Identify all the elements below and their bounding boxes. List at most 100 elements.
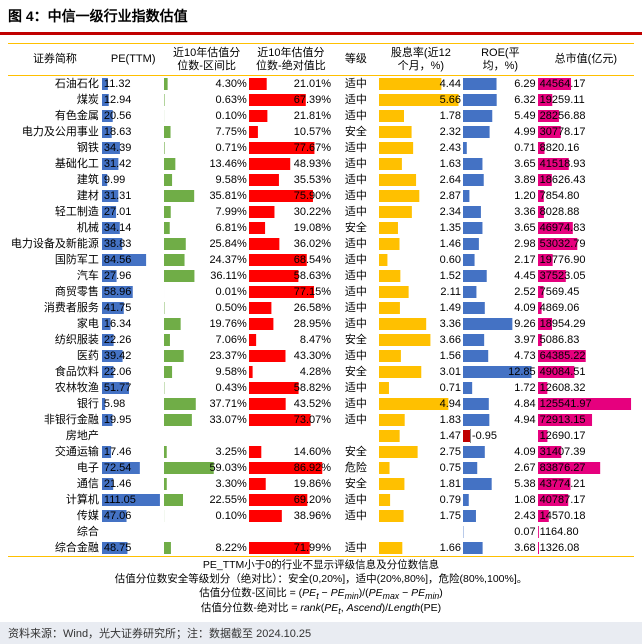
- row-rating: 适中: [333, 412, 379, 428]
- row-name: 计算机: [8, 492, 102, 508]
- source-line: 资料来源：Wind，光大证券研究所；注：数据截至 2024.10.25: [0, 622, 642, 644]
- row-name: 通信: [8, 476, 102, 492]
- row-name: 建材: [8, 188, 102, 204]
- footnote-line: PE_TTM小于0的行业不显示评级信息及分位数信息: [8, 559, 634, 573]
- table-row: 食品饮料22.069.58%4.28%安全3.0112.8549084.51: [8, 364, 634, 380]
- row-name: 农林牧渔: [8, 380, 102, 396]
- table-row: 基础化工31.4213.46%48.93%适中1.633.6541518.93: [8, 156, 634, 172]
- table-row: 医药39.4223.37%43.30%适中1.564.7364385.22: [8, 348, 634, 364]
- col-pe: PE(TTM): [102, 44, 165, 76]
- row-name: 纺织服装: [8, 332, 102, 348]
- row-name: 非银行金融: [8, 412, 102, 428]
- row-rating: 适中: [333, 492, 379, 508]
- row-rating: 安全: [333, 476, 379, 492]
- table-row: 机械34.146.81%19.08%安全1.353.6546974.83: [8, 220, 634, 236]
- col-abs: 近10年估值分位数-绝对值比: [249, 44, 333, 76]
- row-rating: 适中: [333, 76, 379, 93]
- table-row: 纺织服装22.267.06%8.47%安全3.663.975086.83: [8, 332, 634, 348]
- col-div: 股息率(近12个月，%): [379, 44, 463, 76]
- table-row: 国防军工84.5624.37%68.54%适中0.602.1719776.90: [8, 252, 634, 268]
- row-name: 电子: [8, 460, 102, 476]
- row-rating: 适中: [333, 300, 379, 316]
- row-rating: 适中: [333, 268, 379, 284]
- row-rating: 适中: [333, 188, 379, 204]
- row-rating: 适中: [333, 380, 379, 396]
- row-name: 机械: [8, 220, 102, 236]
- table-row: 煤炭12.940.63%67.39%适中5.666.3219259.11: [8, 92, 634, 108]
- table-row: 电力设备及新能源38.8325.84%36.02%适中1.462.9853032…: [8, 236, 634, 252]
- table-row: 传媒47.060.10%38.96%适中1.752.4314570.18: [8, 508, 634, 524]
- footnote-line: 估值分位数安全等级划分（绝对比）：安全(0,20%]，适中(20%,80%]，危…: [8, 573, 634, 587]
- row-name: 家电: [8, 316, 102, 332]
- table-row: 消费者服务41.750.50%26.58%适中1.494.094869.06: [8, 300, 634, 316]
- row-name: 电力设备及新能源: [8, 236, 102, 252]
- row-name: 食品饮料: [8, 364, 102, 380]
- row-name: 钢铁: [8, 140, 102, 156]
- footnote-line: 估值分位数-绝对比 = rank(PEt, Ascend)/Length(PE): [8, 602, 634, 617]
- row-rating: 适中: [333, 284, 379, 300]
- row-rating: 适中: [333, 348, 379, 364]
- row-rating: 安全: [333, 444, 379, 460]
- row-name: 石油石化: [8, 76, 102, 93]
- table-row: 综合金融48.758.22%71.99%适中1.663.681326.08: [8, 540, 634, 556]
- row-rating: 安全: [333, 332, 379, 348]
- row-rating: 适中: [333, 508, 379, 524]
- table-row: 综合0.071164.80: [8, 524, 634, 540]
- table-row: 石油石化11.324.30%21.01%适中4.446.2944564.17: [8, 76, 634, 93]
- row-name: 电力及公用事业: [8, 124, 102, 140]
- table-container: 证券简称PE(TTM)近10年估值分位数-区间比近10年估值分位数-绝对值比等级…: [0, 35, 642, 622]
- col-rating: 等级: [333, 44, 379, 76]
- col-roe: ROE(平均，%): [463, 44, 538, 76]
- row-rating: 适中: [333, 156, 379, 172]
- table-row: 家电16.3419.76%28.95%适中3.369.2618954.29: [8, 316, 634, 332]
- table-row: 商贸零售58.960.01%77.15%适中2.112.527569.45: [8, 284, 634, 300]
- row-name: 商贸零售: [8, 284, 102, 300]
- row-rating: 适中: [333, 92, 379, 108]
- row-rating: 适中: [333, 236, 379, 252]
- row-name: 煤炭: [8, 92, 102, 108]
- row-name: 银行: [8, 396, 102, 412]
- row-name: 汽车: [8, 268, 102, 284]
- row-name: 传媒: [8, 508, 102, 524]
- table-row: 建筑9.999.58%35.53%适中2.643.8918626.43: [8, 172, 634, 188]
- table-row: 电子72.5459.03%86.92%危险0.752.6783876.27: [8, 460, 634, 476]
- col-name: 证券简称: [8, 44, 102, 76]
- row-name: 医药: [8, 348, 102, 364]
- col-mcap: 总市值(亿元): [538, 44, 634, 76]
- row-rating: 安全: [333, 124, 379, 140]
- row-rating: 适中: [333, 204, 379, 220]
- row-name: 交通运输: [8, 444, 102, 460]
- footnote-line: 估值分位数-区间比 = (PEt − PEmin)/(PEmax − PEmin…: [8, 587, 634, 602]
- table-row: 交通运输17.463.25%14.60%安全2.754.0931407.39: [8, 444, 634, 460]
- row-name: 基础化工: [8, 156, 102, 172]
- table-row: 建材31.3135.81%75.90%适中2.871.207854.80: [8, 188, 634, 204]
- row-name: 房地产: [8, 428, 102, 444]
- row-rating: 适中: [333, 172, 379, 188]
- table-row: 有色金属20.560.10%21.81%适中1.785.4928256.88: [8, 108, 634, 124]
- table-row: 电力及公用事业18.637.75%10.57%安全2.324.9930778.1…: [8, 124, 634, 140]
- table-row: 非银行金融19.9533.07%73.07%适中1.834.9472913.15: [8, 412, 634, 428]
- chart-title: 图 4：中信一级行业指数估值: [0, 0, 642, 35]
- row-rating: 安全: [333, 220, 379, 236]
- col-interval: 近10年估值分位数-区间比: [164, 44, 248, 76]
- row-rating: 适中: [333, 316, 379, 332]
- row-rating: [333, 524, 379, 540]
- row-rating: 适中: [333, 108, 379, 124]
- row-name: 轻工制造: [8, 204, 102, 220]
- footnotes: PE_TTM小于0的行业不显示评级信息及分位数信息估值分位数安全等级划分（绝对比…: [8, 556, 634, 619]
- table-row: 计算机111.0522.55%69.20%适中0.791.0840787.17: [8, 492, 634, 508]
- row-name: 国防军工: [8, 252, 102, 268]
- table-row: 钢铁34.390.71%77.67%适中2.430.718820.16: [8, 140, 634, 156]
- row-rating: 适中: [333, 252, 379, 268]
- row-rating: 适中: [333, 396, 379, 412]
- row-rating: [333, 428, 379, 444]
- table-row: 汽车27.9636.11%58.63%适中1.524.4537523.05: [8, 268, 634, 284]
- row-rating: 适中: [333, 140, 379, 156]
- row-rating: 危险: [333, 460, 379, 476]
- valuation-table: 证券简称PE(TTM)近10年估值分位数-区间比近10年估值分位数-绝对值比等级…: [8, 43, 634, 556]
- row-name: 综合金融: [8, 540, 102, 556]
- row-name: 建筑: [8, 172, 102, 188]
- table-row: 房地产1.47-0.9512690.17: [8, 428, 634, 444]
- row-name: 消费者服务: [8, 300, 102, 316]
- table-row: 农林牧渔51.770.43%58.82%适中0.711.7212608.32: [8, 380, 634, 396]
